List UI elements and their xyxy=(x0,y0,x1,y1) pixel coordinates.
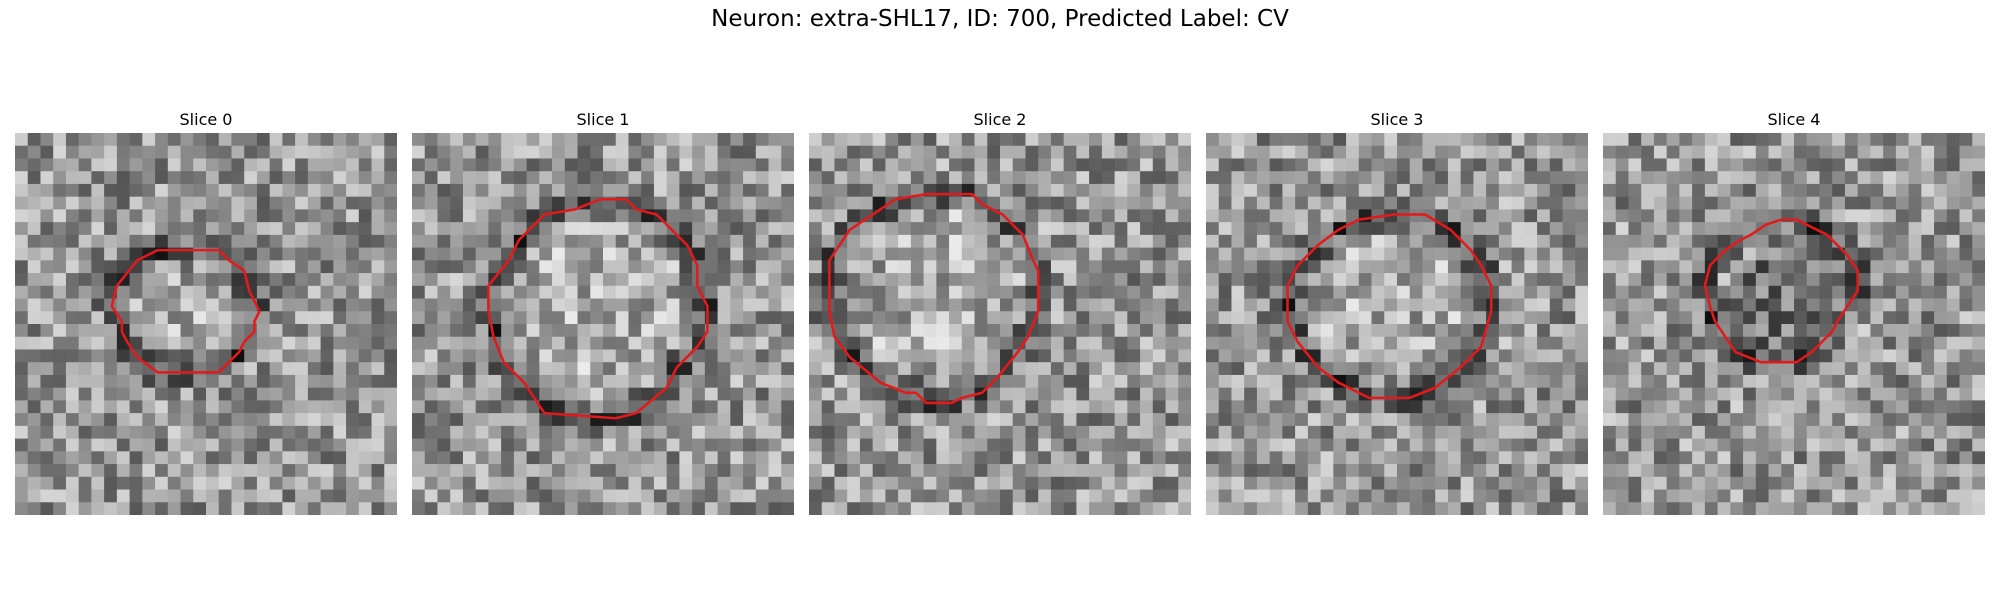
slice-image-4 xyxy=(1603,133,1985,515)
contour-slice-4 xyxy=(1703,218,1859,364)
figure-title: Neuron: extra-SHL17, ID: 700, Predicted … xyxy=(711,6,1289,32)
panel-title-slice-2: Slice 2 xyxy=(973,110,1027,129)
panel-title-slice-0: Slice 0 xyxy=(179,110,233,129)
contour-slice-3 xyxy=(1286,213,1493,400)
slice-panel-4: Slice 4 xyxy=(1603,108,1985,518)
slice-image-2 xyxy=(809,133,1191,515)
slice-panel-1: Slice 1 xyxy=(412,108,794,518)
contour-slice-0 xyxy=(110,248,261,374)
slice-panel-0: Slice 0 xyxy=(15,108,397,518)
panel-title-slice-1: Slice 1 xyxy=(576,110,630,129)
slice-image-0 xyxy=(15,133,397,515)
slice-image-1 xyxy=(412,133,794,515)
panel-title-slice-4: Slice 4 xyxy=(1767,110,1821,129)
slice-panel-2: Slice 2 xyxy=(809,108,1191,518)
slice-panel-3: Slice 3 xyxy=(1206,108,1588,518)
contour-slice-2 xyxy=(828,192,1040,405)
slice-image-3 xyxy=(1206,133,1588,515)
contour-slice-1 xyxy=(487,197,709,420)
panel-title-slice-3: Slice 3 xyxy=(1370,110,1424,129)
